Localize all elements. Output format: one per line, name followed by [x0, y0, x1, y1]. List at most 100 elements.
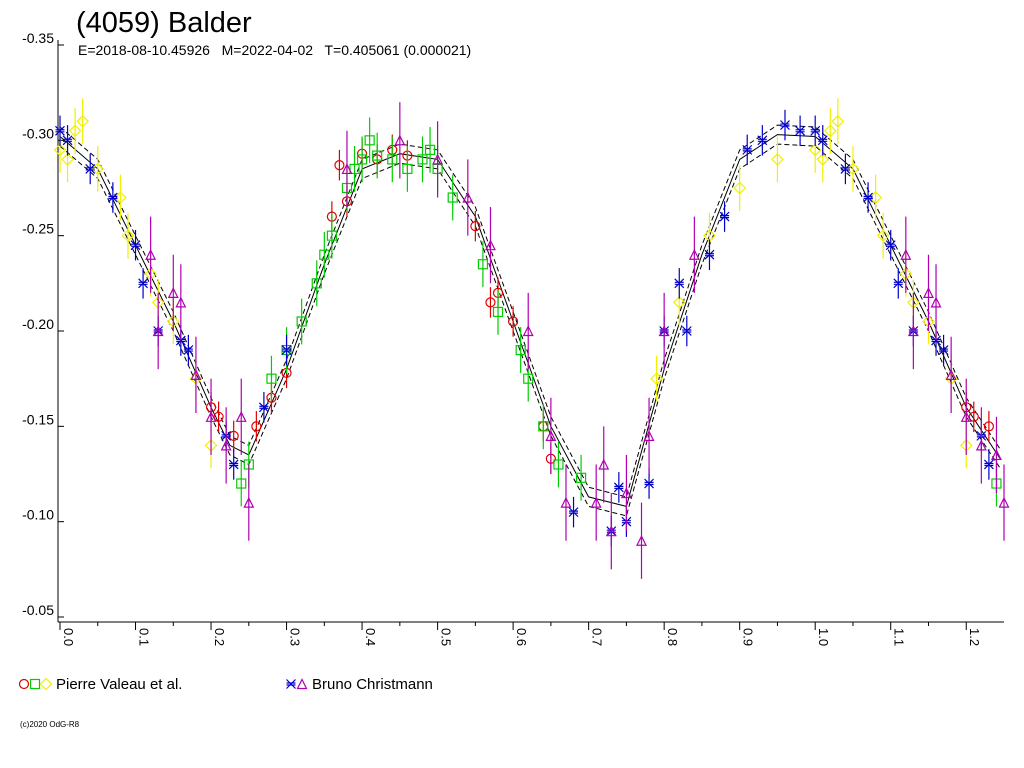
marker-star [885, 240, 896, 251]
marker-star [107, 192, 118, 203]
marker-star [780, 120, 790, 131]
x-tick-label: 0.4 [363, 628, 378, 646]
marker-diamond [121, 229, 135, 243]
marker-star [613, 482, 624, 493]
marker-triangle [945, 369, 957, 380]
marker-star [674, 278, 685, 289]
marker-square [447, 192, 458, 203]
marker-star [757, 135, 768, 146]
marker-diamond [733, 181, 747, 195]
marker-diamond [876, 229, 890, 243]
marker-star [62, 135, 73, 146]
marker-star [810, 125, 821, 136]
marker-triangle [296, 678, 308, 690]
marker-triangle [930, 296, 942, 308]
marker-star [130, 240, 141, 251]
marker-diamond [823, 124, 837, 138]
marker-star [138, 278, 148, 289]
marker-star [55, 125, 65, 136]
marker-triangle [590, 496, 602, 508]
marker-square [364, 135, 375, 146]
marker-triangle [998, 496, 1010, 508]
marker-star [286, 679, 296, 689]
chart-subtitle: E=2018-08-10.45926 M=2022-04-02 T=0.4050… [78, 42, 471, 58]
marker-triangle [235, 410, 247, 422]
x-tick-label: 0.3 [288, 628, 303, 646]
marker-triangle [190, 369, 202, 380]
marker-triangle [394, 134, 406, 146]
marker-star [85, 164, 96, 174]
marker-star [742, 144, 753, 155]
marker-star [644, 478, 654, 489]
marker-star [568, 507, 579, 518]
marker-diamond [650, 372, 663, 386]
marker-star [704, 249, 715, 260]
marker-diamond [869, 191, 882, 204]
marker-triangle [545, 430, 557, 441]
x-tick-label: 1.0 [816, 628, 831, 646]
marker-square [349, 163, 360, 175]
x-tick-label: 0.1 [137, 628, 152, 646]
marker-star [719, 211, 730, 222]
marker-triangle [990, 449, 1002, 461]
marker-square [575, 472, 587, 483]
marker-diamond [816, 153, 830, 166]
marker-circle [228, 430, 239, 441]
marker-diamond [91, 162, 105, 176]
marker-diamond [771, 153, 784, 166]
marker-star [258, 402, 269, 413]
x-tick-label: 0.8 [665, 628, 680, 646]
marker-triangle [900, 248, 912, 260]
y-tick-label: -0.05 [22, 602, 54, 618]
marker-diamond [808, 143, 822, 157]
marker-square [538, 421, 549, 432]
marker-square [296, 316, 307, 327]
y-tick-label: -0.25 [22, 221, 54, 237]
marker-square [326, 230, 337, 241]
marker-triangle [560, 496, 572, 508]
marker-diamond [53, 143, 67, 157]
x-tick-label: 0.5 [439, 628, 454, 646]
x-tick-label: 0.2 [212, 628, 227, 646]
marker-square [515, 344, 526, 356]
marker-triangle [167, 287, 179, 298]
legend-label: Bruno Christmann [312, 676, 433, 693]
marker-triangle [598, 458, 610, 470]
marker-square [319, 249, 330, 260]
marker-star [183, 345, 194, 355]
y-tick-label: -0.20 [22, 316, 54, 332]
marker-square [402, 163, 413, 175]
marker-square [29, 678, 41, 690]
marker-square [424, 144, 436, 155]
marker-square [236, 478, 247, 489]
marker-circle [968, 411, 979, 422]
marker-triangle [145, 248, 157, 260]
marker-square [372, 150, 383, 161]
marker-star [228, 459, 239, 470]
marker-square [387, 154, 398, 165]
fit-values [59, 134, 1001, 508]
marker-star [840, 164, 851, 174]
x-tick-label: 0.7 [590, 628, 605, 646]
marker-triangle [152, 325, 164, 337]
marker-triangle [643, 430, 655, 441]
marker-square [523, 373, 534, 384]
marker-circle [470, 221, 481, 232]
marker-triangle [658, 325, 670, 337]
marker-square [356, 154, 368, 165]
marker-star [681, 326, 692, 336]
marker-triangle [205, 410, 217, 422]
marker-diamond [846, 162, 860, 176]
x-tick-label: 1.1 [892, 628, 907, 646]
copyright: (c)2020 OdG-R8 [20, 720, 80, 729]
marker-diamond [114, 191, 127, 204]
marker-circle [251, 421, 262, 432]
marker-diamond [831, 114, 845, 128]
marker-circle [485, 297, 496, 308]
marker-triangle [243, 496, 255, 508]
marker-square [492, 306, 504, 318]
marker-triangle [522, 325, 534, 337]
y-tick-label: -0.10 [22, 507, 54, 523]
marker-circle [18, 678, 30, 690]
x-tick-label: 1.2 [967, 628, 982, 646]
